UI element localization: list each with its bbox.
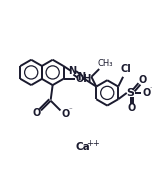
Text: O: O xyxy=(142,88,150,98)
Text: CH₃: CH₃ xyxy=(97,59,113,68)
Text: ++: ++ xyxy=(86,139,100,148)
Text: N: N xyxy=(78,72,86,82)
Text: S: S xyxy=(127,88,135,98)
Text: N: N xyxy=(68,66,76,76)
Text: Cl: Cl xyxy=(121,64,131,74)
Text: O: O xyxy=(128,103,136,112)
Text: O: O xyxy=(33,108,41,118)
Text: ⁻: ⁻ xyxy=(68,108,72,113)
Text: OH: OH xyxy=(76,74,92,84)
Text: O: O xyxy=(138,75,147,85)
Text: Ca: Ca xyxy=(76,142,90,151)
Text: ⁻: ⁻ xyxy=(149,86,152,92)
Text: O: O xyxy=(61,109,69,119)
